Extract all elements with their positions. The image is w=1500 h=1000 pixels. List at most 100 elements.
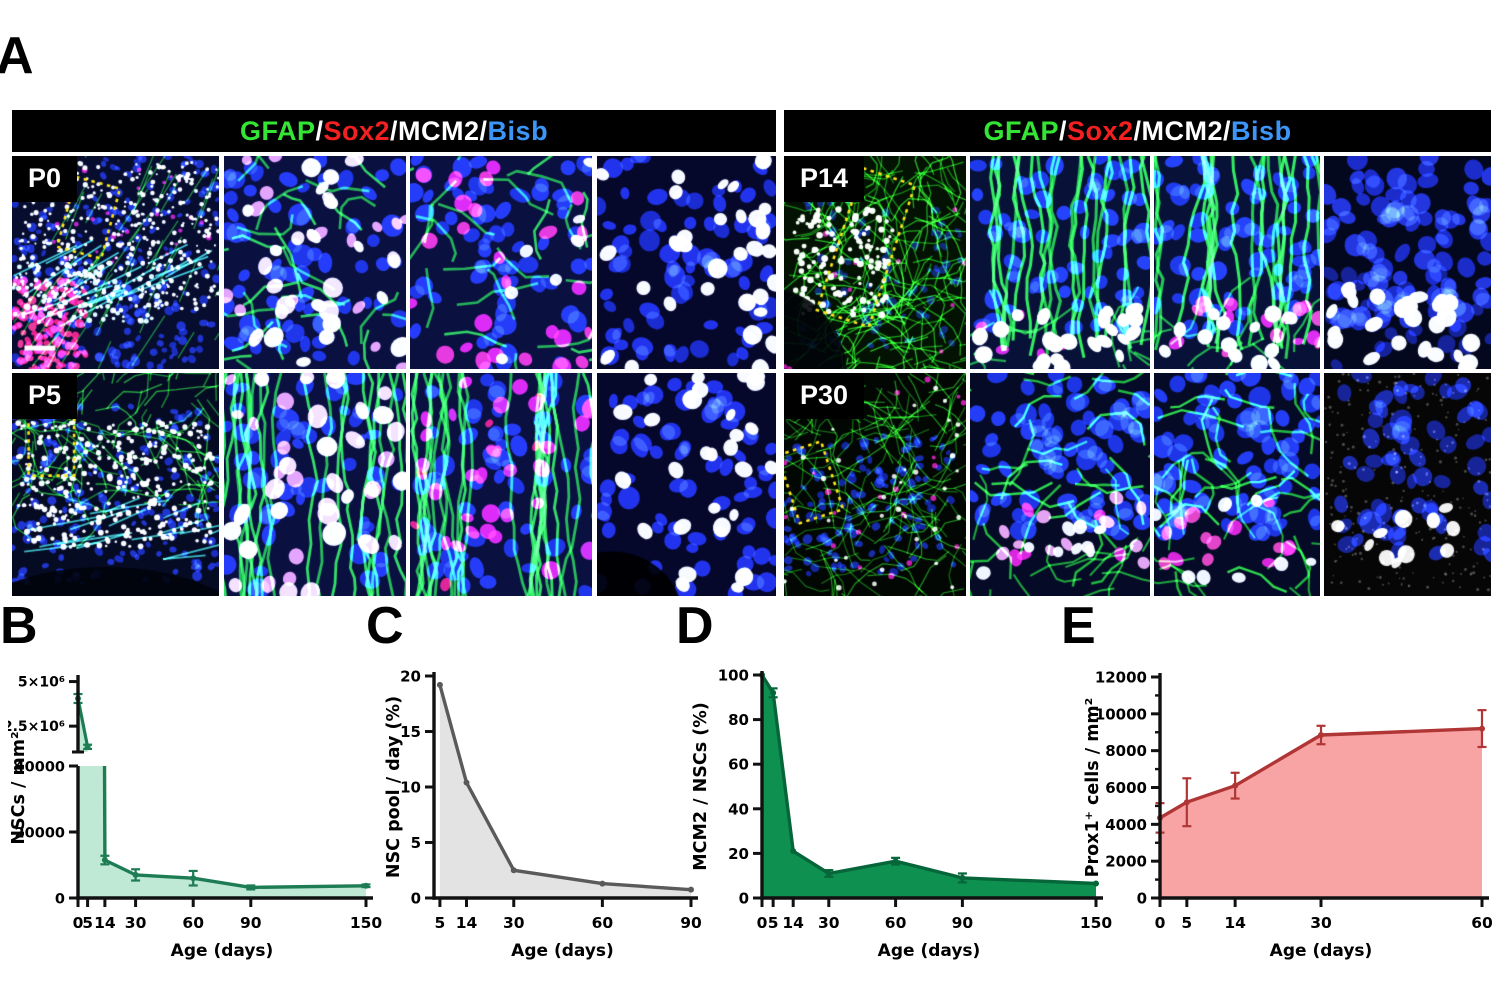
svg-text:0: 0: [411, 890, 421, 908]
svg-text:4000: 4000: [1105, 816, 1147, 834]
micrograph-p30-bisb-zoom: [1324, 373, 1491, 596]
channel-header-right: GFAP / Sox2/MCM2/Bisb: [784, 110, 1491, 152]
micrograph-p14-sox2-mcm2-zoom: [1154, 156, 1320, 369]
channel-label-gfap: GFAP: [983, 115, 1059, 146]
svg-text:0: 0: [73, 914, 84, 932]
micrograph-canvas: [410, 156, 592, 369]
channel-label-sox2: Sox2: [1066, 115, 1134, 146]
micrograph-p14-merge-zoom: [970, 156, 1150, 369]
svg-text:15: 15: [400, 723, 421, 741]
svg-text:NSC pool / day (%): NSC pool / day (%): [385, 696, 404, 878]
channel-label-sep: /: [1058, 115, 1067, 146]
micrograph-p5-merge-zoom: [224, 373, 406, 596]
svg-text:MCM2 / NSCs (%): MCM2 / NSCs (%): [691, 702, 711, 871]
micrograph-p0-bisb-zoom: [597, 156, 776, 369]
micrograph-canvas: [1154, 156, 1320, 369]
panel-letter-e: E: [1061, 597, 1096, 655]
panel-letter-d: D: [676, 597, 714, 655]
micrograph-p14-overview: P14: [784, 156, 966, 369]
micrograph-p0-sox2-mcm2-zoom: [410, 156, 592, 369]
svg-text:40000: 40000: [15, 760, 65, 776]
micrograph-p30-overview: P30: [784, 373, 966, 596]
svg-text:90: 90: [240, 914, 262, 932]
svg-text:Age (days): Age (days): [511, 941, 614, 961]
svg-text:8000: 8000: [1105, 742, 1147, 760]
svg-text:60: 60: [885, 914, 907, 932]
micrograph-p30-sox2-mcm2-zoom: [1154, 373, 1320, 596]
svg-text:6000: 6000: [1105, 779, 1147, 797]
svg-text:150: 150: [1080, 914, 1113, 932]
channel-header-left: GFAP / Sox2/MCM2/Bisb: [12, 110, 776, 152]
channel-label-mcm2: MCM2: [398, 115, 480, 146]
micrograph-canvas: [224, 373, 406, 596]
micrograph-p30-merge-zoom: [970, 373, 1150, 596]
chart-prox1-cells: 0 2000 4000 6000 8000 10000 12000 0 5 14 30 60 Age (…: [1082, 648, 1494, 993]
chart-nscs-per-mm2: 5×10⁶ 2.5×10⁶ 40000 20000 0 0 5 14 30 60 90 150 Age …: [3, 648, 383, 993]
micrograph-canvas: [597, 156, 776, 369]
svg-text:40: 40: [728, 800, 749, 818]
micrograph-canvas: [1324, 156, 1491, 369]
svg-text:12000: 12000: [1095, 669, 1147, 687]
svg-text:30: 30: [503, 914, 525, 932]
svg-text:Age (days): Age (days): [878, 941, 981, 961]
svg-text:5: 5: [411, 834, 421, 852]
channel-label-sep: /: [390, 115, 399, 146]
svg-text:0: 0: [757, 914, 768, 932]
channel-label-gfap: GFAP: [239, 115, 316, 146]
svg-text:10000: 10000: [1095, 705, 1147, 723]
micrograph-canvas: [410, 373, 592, 596]
micrograph-p0-overview: P0: [12, 156, 219, 369]
micrograph-p5-sox2-mcm2-zoom: [410, 373, 592, 596]
svg-text:90: 90: [952, 914, 974, 932]
chart-mcm2-nscs-pct: 0 20 40 60 80 100 0 5 14 30 60 90 150 Age (days) MCM2 …: [688, 648, 1113, 993]
panel-letter-b: B: [0, 597, 38, 655]
micrograph-p0-merge-zoom: [224, 156, 406, 369]
micrograph-p14-bisb-zoom: [1324, 156, 1491, 369]
svg-text:Prox1⁺ cells / mm²: Prox1⁺ cells / mm²: [1083, 698, 1103, 878]
svg-text:14: 14: [782, 914, 804, 932]
svg-text:60: 60: [592, 914, 614, 932]
channel-label-sep: /: [1223, 115, 1232, 146]
svg-text:5×10⁶: 5×10⁶: [18, 675, 65, 691]
svg-text:2.5×10⁶: 2.5×10⁶: [8, 719, 65, 735]
svg-text:20000: 20000: [15, 826, 65, 842]
panel-letter-c: C: [366, 597, 404, 655]
svg-text:Age (days): Age (days): [1270, 941, 1373, 961]
micrograph-canvas: [597, 373, 776, 596]
svg-text:5: 5: [435, 914, 446, 932]
svg-text:60: 60: [728, 756, 749, 774]
channel-label-sep: /: [1133, 115, 1142, 146]
svg-text:30: 30: [125, 914, 147, 932]
channel-label-sox2: Sox2: [323, 115, 391, 146]
svg-text:60: 60: [182, 914, 204, 932]
svg-text:14: 14: [1224, 914, 1246, 932]
svg-text:0: 0: [1155, 914, 1166, 932]
svg-text:0: 0: [1137, 890, 1147, 908]
svg-text:20: 20: [400, 668, 421, 686]
micrograph-canvas: [970, 156, 1150, 369]
age-label-p14: P14: [784, 156, 865, 202]
svg-text:80: 80: [728, 711, 749, 729]
micrograph-canvas: [970, 373, 1150, 596]
micrograph-canvas: [1324, 373, 1491, 596]
channel-label-bisb: Bisb: [1231, 115, 1292, 146]
svg-text:14: 14: [456, 914, 478, 932]
svg-text:NSCs / mm²: NSCs / mm²: [9, 731, 29, 844]
svg-text:0: 0: [55, 892, 65, 908]
svg-text:30: 30: [1310, 914, 1332, 932]
channel-label-bisb: Bisb: [487, 115, 549, 146]
micrograph-canvas: [1154, 373, 1320, 596]
micrograph-canvas: [224, 156, 406, 369]
svg-text:5: 5: [82, 914, 93, 932]
svg-text:Age (days): Age (days): [171, 941, 274, 961]
svg-text:5: 5: [1181, 914, 1192, 932]
chart-nsc-pool-per-day: 0 5 10 15 20 5 14 30 60 90 Age (days) NSC pool / da…: [384, 648, 707, 993]
channel-label-mcm2: MCM2: [1141, 115, 1224, 146]
svg-text:60: 60: [1471, 914, 1493, 932]
svg-text:0: 0: [739, 890, 749, 908]
channel-label-sep: /: [315, 115, 324, 146]
svg-text:5: 5: [768, 914, 779, 932]
age-label-p30: P30: [784, 373, 865, 419]
svg-text:2000: 2000: [1105, 853, 1147, 871]
